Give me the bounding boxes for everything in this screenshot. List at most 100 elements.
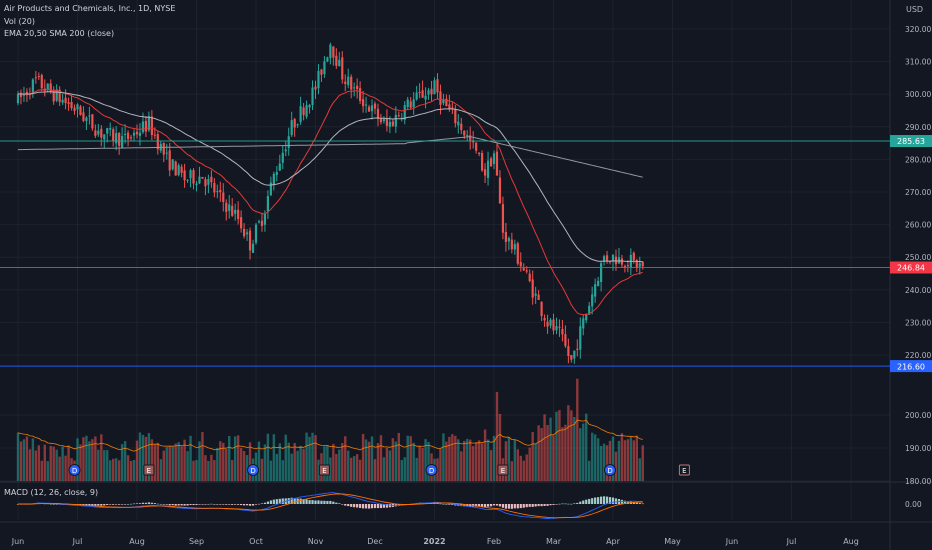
volume-bar xyxy=(126,455,130,481)
volume-bar xyxy=(486,439,490,481)
ma-indicator-label[interactable]: EMA 20,50 SMA 200 (close) xyxy=(4,29,115,38)
volume-bar xyxy=(350,457,353,481)
macd-histogram-bar xyxy=(632,502,635,504)
macd-histogram-bar xyxy=(147,502,150,504)
volume-bar xyxy=(138,432,142,481)
macd-histogram-bar xyxy=(504,504,507,509)
volume-pane xyxy=(16,378,644,481)
candle-body xyxy=(225,202,228,212)
volume-bar xyxy=(245,455,249,481)
time-tick-label: Jun xyxy=(725,537,739,546)
volume-bar xyxy=(463,440,466,481)
candle-body xyxy=(388,121,391,127)
volume-bar xyxy=(602,443,606,481)
candle-body xyxy=(287,136,290,148)
macd-histogram-bar xyxy=(356,504,359,508)
marker-letter: E xyxy=(147,467,151,475)
volume-bar xyxy=(159,459,162,481)
candle-body xyxy=(317,71,320,89)
candle-body xyxy=(507,237,510,242)
macd-histogram-bar xyxy=(210,503,213,505)
volume-bar xyxy=(531,431,534,481)
volume-bar xyxy=(189,435,192,481)
macd-indicator-label[interactable]: MACD (12, 26, close, 9) xyxy=(4,488,99,497)
macd-tick-label: 0.00 xyxy=(905,500,922,509)
macd-histogram-bar xyxy=(385,504,388,508)
currency-label[interactable]: USD xyxy=(906,5,924,14)
volume-bar xyxy=(445,441,448,481)
candle-body xyxy=(543,317,546,321)
macd-histogram-bar xyxy=(129,503,133,505)
candle-body xyxy=(251,243,255,253)
macd-histogram-bar xyxy=(243,504,246,506)
macd-histogram-bar xyxy=(510,504,513,509)
candle-body xyxy=(171,159,174,170)
macd-histogram-bar xyxy=(638,503,641,504)
candle-body xyxy=(501,204,505,233)
volume-bar xyxy=(507,437,511,481)
macd-histogram-bar xyxy=(189,504,192,506)
volume-bar xyxy=(123,441,127,481)
volume-ma-line xyxy=(17,419,643,452)
candle-body xyxy=(498,177,502,204)
time-tick-label: Jul xyxy=(786,537,797,546)
candle-body xyxy=(231,205,234,216)
candle-body xyxy=(115,133,118,144)
candle-body xyxy=(189,170,192,179)
macd-histogram-bar xyxy=(373,504,377,509)
candle-body xyxy=(632,252,635,260)
volume-bar xyxy=(150,439,154,481)
volume-bar xyxy=(567,405,570,481)
price-tick-label: 250.00 xyxy=(905,253,931,262)
macd-histogram-bar xyxy=(278,498,281,504)
volume-bar xyxy=(588,460,591,481)
candle-body xyxy=(138,132,142,136)
earnings-marker xyxy=(678,464,690,476)
time-tick-label: Jun xyxy=(11,537,25,546)
macd-histogram-bar xyxy=(564,503,567,505)
candle-body xyxy=(141,121,145,133)
candle-body xyxy=(40,75,43,89)
macd-histogram-bar xyxy=(513,504,516,509)
macd-histogram-bar xyxy=(451,504,454,505)
volume-bar xyxy=(329,457,332,481)
price-tick-label: 260.00 xyxy=(905,221,931,230)
volume-bar xyxy=(22,439,26,481)
volume-bar xyxy=(632,440,636,481)
horizontal-levels[interactable]: 285.63 246.84 216.60 xyxy=(0,135,932,373)
macd-histogram-bar xyxy=(168,504,171,506)
candle-body xyxy=(359,88,362,101)
macd-histogram-bar xyxy=(159,503,162,505)
time-axis[interactable]: Jun Jul Aug Sep Oct Nov Dec 2022 Feb Mar Apr May Jun… xyxy=(11,537,859,546)
candle-body xyxy=(602,256,606,262)
candle-body xyxy=(91,114,94,129)
volume-bar xyxy=(248,442,252,481)
dividend-marker xyxy=(425,464,438,476)
volume-indicator-label[interactable]: Vol (20) xyxy=(4,17,35,26)
volume-bar xyxy=(55,449,58,481)
volume-bar xyxy=(415,457,418,481)
candle-body xyxy=(269,182,272,196)
volume-bar xyxy=(296,450,299,481)
chart-title[interactable]: Air Products and Chemicals, Inc., 1D, NY… xyxy=(4,4,176,13)
candle-body xyxy=(469,135,472,141)
volume-bar xyxy=(385,447,389,481)
volume-bar xyxy=(58,456,61,481)
candle-body xyxy=(611,254,615,262)
price-tick-label: 240.00 xyxy=(905,286,931,295)
volume-bar xyxy=(466,438,469,481)
macd-histogram-bar xyxy=(91,504,94,506)
candle-body xyxy=(106,128,109,134)
price-tick-label: 180.00 xyxy=(905,477,931,486)
volume-bar xyxy=(534,443,537,481)
dividend-marker xyxy=(247,464,260,476)
price-tick-label: 230.00 xyxy=(905,318,931,327)
price-tick-label: 280.00 xyxy=(905,155,931,164)
price-axis[interactable]: 320.00 310.00 300.00 290.00 280.00 270.00 260.… xyxy=(905,25,931,509)
volume-bar xyxy=(132,459,136,481)
candle-body xyxy=(608,261,612,263)
macd-histogram-bar xyxy=(156,503,159,505)
candle-body xyxy=(198,176,201,184)
